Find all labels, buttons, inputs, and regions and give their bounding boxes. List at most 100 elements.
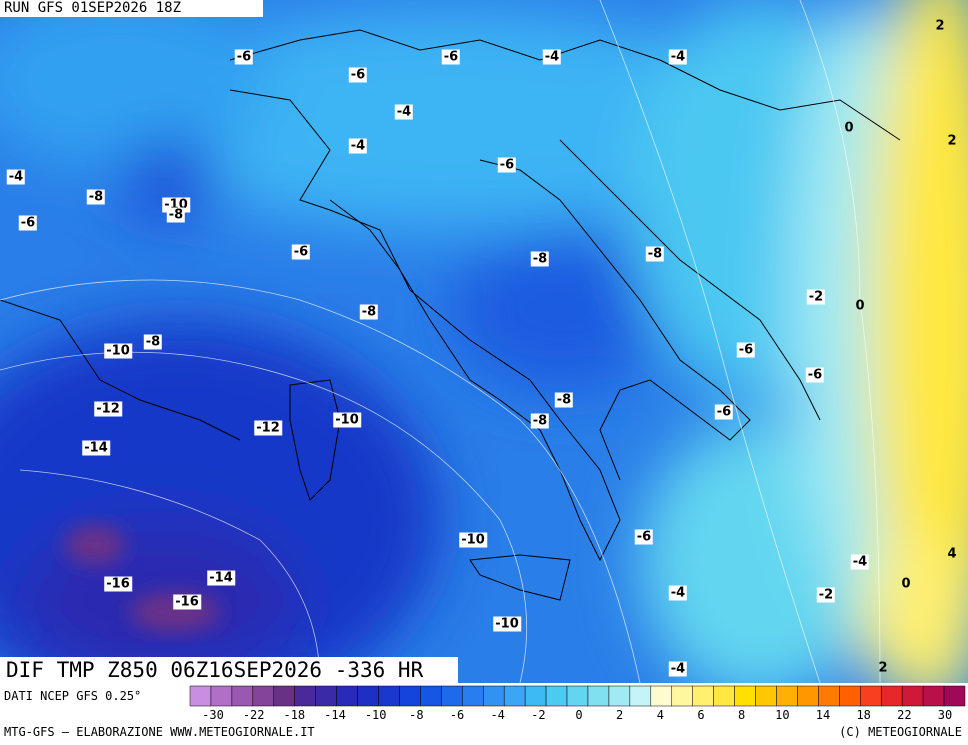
colorbar-swatch: [671, 685, 693, 707]
contour-label: 2: [947, 133, 957, 149]
contour-label: -12: [94, 401, 122, 417]
colorbar-swatch: [503, 685, 526, 707]
colorbar-tick-label: 30: [938, 708, 952, 722]
colorbar-swatch: [922, 685, 945, 707]
colorbar-swatch: [273, 685, 295, 707]
colorbar-swatch: [399, 685, 421, 707]
contour-label: -10: [104, 343, 132, 359]
contour-label: -8: [554, 392, 574, 408]
colorbar-swatch: [336, 685, 358, 707]
colorbar-swatch: [482, 685, 505, 707]
colorbar-tick-label: 18: [856, 708, 870, 722]
contour-label: -4: [668, 49, 688, 65]
contour-label: -6: [441, 49, 461, 65]
colorbar-swatch: [566, 685, 589, 707]
contour-label: -6: [348, 67, 368, 83]
credit: MTG-GFS — ELABORAZIONE WWW.METEOGIORNALE…: [4, 725, 315, 739]
colorbar-swatch: [734, 685, 756, 707]
contour-label: -8: [530, 251, 550, 267]
contour-label: -6: [634, 529, 654, 545]
contour-label: -6: [497, 157, 517, 173]
colorbar-swatch: [315, 685, 337, 707]
contour-label: -8: [359, 304, 379, 320]
colorbar-swatch: [839, 685, 861, 707]
contour-label: -14: [82, 440, 110, 456]
colorbar-swatch: [608, 685, 631, 707]
contour-label: -2: [806, 289, 826, 305]
colorbar-tick-label: -30: [202, 708, 224, 722]
contour-label: 0: [844, 120, 854, 136]
colorbar-tick-label: -10: [365, 708, 387, 722]
colorbar-tick-label: 0: [575, 708, 582, 722]
colorbar-swatch: [880, 685, 903, 707]
contour-label: -4: [850, 554, 870, 570]
contour-label: -8: [645, 246, 665, 262]
colorbar-swatch: [524, 685, 547, 707]
contour-label: -2: [816, 587, 836, 603]
contour-label: 2: [878, 660, 888, 676]
colorbar-swatch: [755, 685, 777, 707]
contour-label: -4: [6, 169, 26, 185]
colorbar-tick-label: 2: [616, 708, 623, 722]
colorbar-swatch: [357, 685, 379, 707]
colorbar-tick-label: 22: [897, 708, 911, 722]
contour-label: -4: [668, 585, 688, 601]
colorbar-tick-label: -4: [490, 708, 504, 722]
contour-label: -10: [459, 532, 487, 548]
contour-label: -6: [18, 215, 38, 231]
colorbar-swatch: [462, 685, 484, 707]
colorbar-swatch: [860, 685, 882, 707]
colorbar-tick-label: -18: [283, 708, 305, 722]
header-box: [0, 0, 263, 17]
contour-label: 0: [901, 576, 911, 592]
colorbar-swatch: [692, 685, 714, 707]
contour-label: -14: [207, 570, 235, 586]
colorbar-swatch: [545, 685, 568, 707]
colorbar-swatch: [901, 685, 924, 707]
colorbar-tick-label: 14: [816, 708, 830, 722]
data-source: DATI NCEP GFS 0.25°: [4, 689, 142, 703]
colorbar-swatch: [943, 685, 966, 707]
contour-label: 0: [855, 298, 865, 314]
colorbar-swatch: [713, 685, 735, 707]
contour-label: 4: [947, 546, 957, 562]
colorbar-swatch: [797, 685, 819, 707]
contour-label: -4: [542, 49, 562, 65]
colorbar-tick-label: -6: [450, 708, 464, 722]
contour-label: -10: [493, 616, 521, 632]
colorbar-tick-label: -2: [531, 708, 545, 722]
colorbar-swatch: [378, 685, 400, 707]
colorbar-swatch: [587, 685, 610, 707]
footer-box: [0, 657, 458, 684]
colorbar-swatch: [210, 685, 233, 707]
contour-label: -10: [333, 412, 361, 428]
colorbar-tick-label: 4: [657, 708, 664, 722]
contour-label: -8: [530, 413, 550, 429]
colorbar-tick-label: 10: [775, 708, 789, 722]
colorbar-swatch: [818, 685, 840, 707]
isolines: [0, 0, 881, 683]
colorbar-swatch: [420, 685, 442, 707]
colorbar-tick-label: -14: [324, 708, 346, 722]
copyright: (C) METEOGIORNALE: [839, 725, 962, 739]
colorbar-tick-label: 6: [697, 708, 704, 722]
colorbar-swatch: [441, 685, 463, 707]
contour-label: -4: [668, 661, 688, 677]
contour-label: -8: [86, 189, 106, 205]
contour-label: -16: [173, 594, 201, 610]
contour-label: 2: [935, 18, 945, 34]
contour-label: -6: [714, 404, 734, 420]
colorbar-tick-label: -22: [243, 708, 265, 722]
colorbar-swatch: [252, 685, 275, 707]
colorbar-swatch: [776, 685, 798, 707]
contour-label: -4: [348, 138, 368, 154]
colorbar: -30 -22 -18 -14 -10 -8 -6 -4 -2 0 2 4 6 8 10 14 18 22 30: [189, 685, 966, 722]
colorbar-swatch: [650, 685, 673, 707]
contour-label: -4: [394, 104, 414, 120]
contour-label: -6: [805, 367, 825, 383]
contour-label: -6: [736, 342, 756, 358]
contour-label: -6: [234, 49, 254, 65]
colorbar-tick-label: -8: [409, 708, 423, 722]
